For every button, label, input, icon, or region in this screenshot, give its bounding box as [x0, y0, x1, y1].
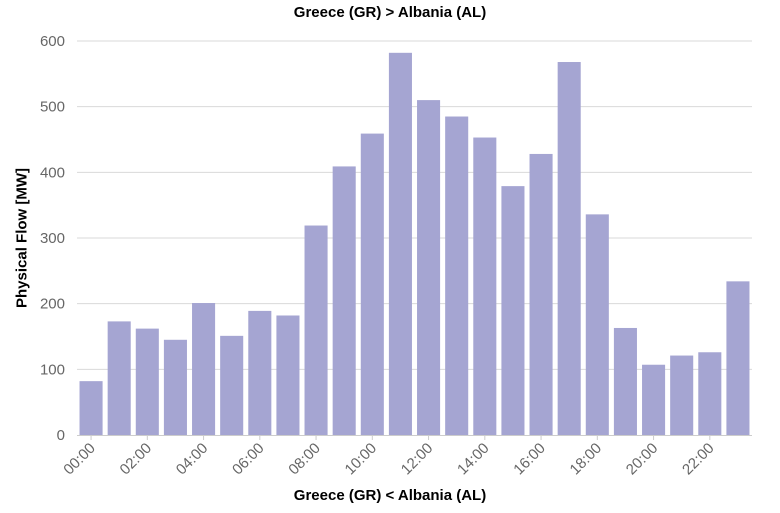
bar-02:00[interactable]	[135, 328, 159, 435]
bar-23:00[interactable]	[726, 281, 750, 435]
y-tick-label: 100	[40, 361, 65, 378]
bar-06:00[interactable]	[248, 310, 272, 435]
x-tick-label: 10:00	[342, 440, 381, 479]
y-tick-label: 0	[57, 427, 65, 444]
bar-21:00[interactable]	[670, 355, 694, 435]
bar-11:00[interactable]	[388, 52, 412, 435]
x-tick-label: 08:00	[285, 440, 324, 479]
x-tick-label: 12:00	[398, 440, 437, 479]
bar-09:00[interactable]	[332, 166, 356, 435]
bar-19:00[interactable]	[613, 327, 637, 435]
bar-20:00[interactable]	[642, 364, 666, 435]
bar-15:00[interactable]	[501, 186, 525, 435]
bar-04:00[interactable]	[192, 303, 216, 435]
x-tick-label: 04:00	[173, 440, 212, 479]
bar-05:00[interactable]	[220, 335, 244, 435]
y-tick-label: 200	[40, 296, 65, 313]
x-tick-label: 16:00	[510, 440, 549, 479]
y-tick-label: 300	[40, 230, 65, 247]
bar-08:00[interactable]	[304, 225, 328, 435]
bar-14:00[interactable]	[473, 137, 497, 435]
bar-13:00[interactable]	[445, 116, 469, 436]
x-tick-label: 20:00	[623, 440, 662, 479]
bar-22:00[interactable]	[698, 352, 722, 435]
bar-10:00[interactable]	[360, 133, 384, 435]
bar-16:00[interactable]	[529, 153, 553, 436]
bar-01:00[interactable]	[107, 321, 131, 435]
chart-title: Greece (GR) > Albania (AL)	[293, 4, 487, 21]
x-tick-label: 18:00	[567, 440, 606, 479]
x-tick-label: 00:00	[60, 440, 99, 479]
x-tick-label: 06:00	[229, 440, 268, 479]
x-tick-label: 14:00	[454, 440, 493, 479]
bar-18:00[interactable]	[585, 214, 609, 435]
y-tick-label: 400	[40, 164, 65, 181]
y-tick-label: 500	[40, 99, 65, 116]
x-tick-label: 22:00	[679, 440, 718, 479]
x-axis-label: Greece (GR) < Albania (AL)	[293, 487, 487, 504]
bar-00:00[interactable]	[79, 381, 103, 435]
bar-07:00[interactable]	[276, 315, 300, 435]
bar-03:00[interactable]	[163, 339, 187, 435]
bar-12:00[interactable]	[417, 100, 441, 435]
x-tick-label: 02:00	[117, 440, 156, 479]
bar-17:00[interactable]	[557, 62, 581, 435]
y-tick-label: 600	[40, 33, 65, 50]
